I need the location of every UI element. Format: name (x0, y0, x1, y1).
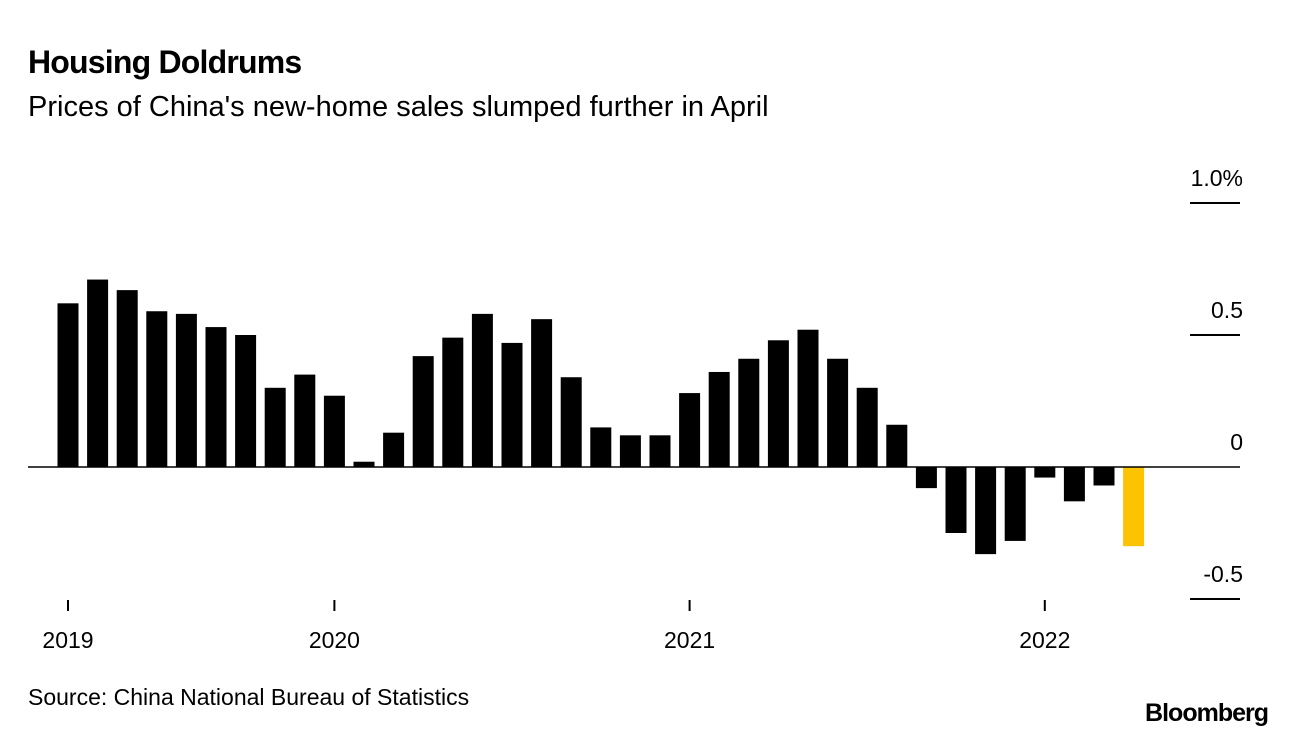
bar (87, 279, 109, 467)
bar (738, 358, 760, 467)
y-tick-label: 0 (1230, 429, 1243, 455)
bar (205, 327, 227, 467)
bar (294, 374, 316, 467)
bar (975, 467, 997, 555)
bar (1034, 467, 1056, 478)
bar (649, 435, 671, 467)
bar (383, 432, 405, 467)
bar (827, 358, 849, 467)
bar (146, 311, 168, 467)
bar (1093, 467, 1115, 486)
bar (442, 337, 464, 467)
bar (560, 377, 582, 467)
chart-subtitle: Prices of China's new-home sales slumped… (28, 91, 769, 123)
bar (323, 395, 345, 467)
bar (1123, 467, 1145, 547)
y-tick-label: -0.5 (1203, 561, 1243, 587)
bar (767, 340, 789, 467)
x-tick-label: 2019 (42, 627, 93, 653)
x-tick-label: 2022 (1019, 627, 1070, 653)
bar (1004, 467, 1026, 541)
y-tick-label: 0.5 (1211, 297, 1243, 323)
bar (116, 290, 138, 467)
bar (945, 467, 967, 533)
bar (708, 371, 730, 467)
bar (679, 393, 701, 467)
bar (886, 424, 908, 467)
bar (353, 461, 375, 467)
source-note: Source: China National Bureau of Statist… (28, 684, 469, 710)
bar (590, 427, 612, 467)
bar (1063, 467, 1085, 502)
bar (175, 313, 197, 467)
x-tick-label: 2020 (309, 627, 360, 653)
bar (57, 303, 79, 467)
bar (412, 356, 434, 467)
bar (856, 387, 878, 467)
chart-title: Housing Doldrums (28, 44, 301, 80)
bar (235, 335, 257, 467)
bar (501, 342, 523, 467)
bar (531, 319, 553, 467)
bar (915, 467, 937, 489)
bar (619, 435, 641, 467)
bar (797, 329, 819, 467)
bar (471, 313, 493, 467)
logo: Bloomberg (1145, 699, 1268, 727)
bar (264, 387, 286, 467)
y-tick-label: 1.0% (1191, 165, 1243, 191)
x-tick-label: 2021 (664, 627, 715, 653)
